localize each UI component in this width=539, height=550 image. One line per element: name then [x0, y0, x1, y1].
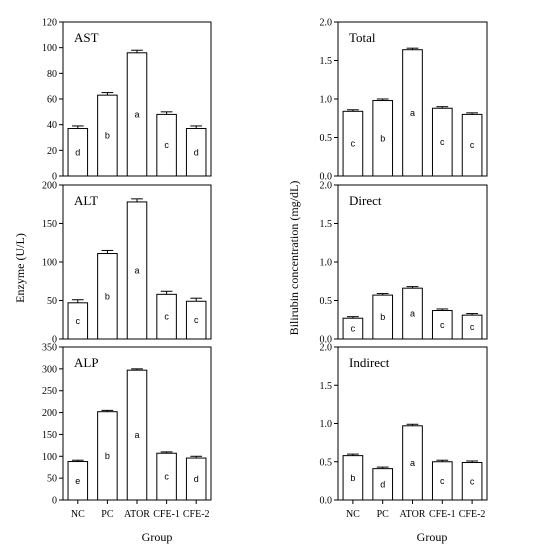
sig-label-direct-cfe-1: c: [440, 320, 445, 330]
y-tick-label: 20: [47, 146, 57, 157]
right-x-axis-label: Group: [417, 530, 448, 544]
panel-alt-title: ALT: [74, 193, 98, 208]
sig-label-ast-ator: a: [134, 109, 139, 119]
y-tick-label: 0.0: [320, 172, 333, 183]
panel-ast: AST 0 20 40 60 80 100 120 d b a c d: [42, 18, 212, 183]
y-tick-label: 100: [42, 452, 57, 463]
sig-label-direct-pc: b: [380, 312, 385, 322]
panel-direct-title: Direct: [349, 193, 382, 208]
y-tick-label: 0.5: [320, 296, 333, 307]
panel-total: Total 0.0 0.5 1.0 1.5 2.0 c b a c c: [320, 18, 488, 183]
y-tick-label: 200: [42, 408, 57, 419]
y-tick-label: 80: [47, 69, 57, 80]
y-tick-label: 100: [42, 43, 57, 54]
y-tick-label: 40: [47, 120, 57, 131]
sig-label-total-cfe-1: c: [440, 137, 445, 147]
y-tick-label: 2.0: [320, 181, 333, 192]
sig-label-alt-nc: c: [76, 316, 81, 326]
y-tick-label: 50: [47, 474, 57, 485]
y-tick-label: 0.0: [320, 335, 333, 346]
sig-label-ast-nc: d: [75, 147, 80, 157]
panel-alt: ALT 0 50 100 150 200 c b a c c: [42, 181, 212, 346]
sig-label-direct-ator: a: [410, 309, 415, 319]
y-tick-label: 0.5: [320, 457, 333, 468]
y-tick-label: 0: [52, 172, 57, 183]
y-tick-label: 2.0: [320, 18, 333, 29]
x-tick-label-cfe-1: CFE-1: [429, 509, 456, 520]
sig-label-total-ator: a: [410, 108, 415, 118]
x-tick-label-pc: PC: [101, 509, 114, 520]
panel-indirect: Indirect 0.0 0.5 1.0 1.5 2.0 b NC d PC a ATOR c CFE-1…: [320, 343, 488, 520]
left-x-axis-label: Group: [142, 530, 173, 544]
y-tick-label: 150: [42, 430, 57, 441]
sig-label-ast-pc: b: [105, 131, 110, 141]
y-tick-label: 0.5: [320, 133, 333, 144]
panel-alp: ALP 0 50 100 150 200 250 300 350 e NC b PC a ATOR c CFE-…: [42, 343, 212, 520]
sig-label-alt-ator: a: [134, 265, 139, 275]
panel-alp-title: ALP: [74, 355, 99, 370]
x-tick-label-nc: NC: [71, 509, 85, 520]
sig-label-direct-nc: c: [351, 324, 356, 334]
sig-label-alt-cfe-2: c: [194, 315, 199, 325]
panel-direct: Direct 0.0 0.5 1.0 1.5 2.0 c b a c c: [320, 181, 488, 346]
y-tick-label: 1.5: [320, 219, 333, 230]
panel-total-title: Total: [349, 30, 376, 45]
chart-panels: AST 0 20 40 60 80 100 120 d b a c d ALT 0 50 100 150 200 c b…: [42, 18, 488, 520]
left-y-axis-label: Enzyme (U/L): [13, 233, 27, 303]
sig-label-indirect-cfe-1: c: [440, 476, 445, 486]
y-tick-label: 350: [42, 343, 57, 354]
x-tick-label-ator: ATOR: [400, 509, 426, 520]
sig-label-direct-cfe-2: c: [470, 322, 475, 332]
sig-label-alp-cfe-1: c: [164, 472, 169, 482]
x-tick-label-cfe-1: CFE-1: [153, 509, 180, 520]
right-y-axis-label: Bilirubin concentration (mg/dL): [287, 181, 301, 336]
panel-indirect-title: Indirect: [349, 355, 390, 370]
y-tick-label: 1.5: [320, 56, 333, 67]
sig-label-indirect-cfe-2: c: [470, 476, 475, 486]
sig-label-ast-cfe-1: c: [164, 140, 169, 150]
sig-label-alp-nc: e: [75, 476, 80, 486]
sig-label-ast-cfe-2: d: [194, 147, 199, 157]
y-tick-label: 1.0: [320, 95, 333, 106]
y-tick-label: 300: [42, 364, 57, 375]
sig-label-alp-ator: a: [134, 430, 139, 440]
sig-label-alp-cfe-2: d: [194, 474, 199, 484]
y-tick-label: 1.0: [320, 419, 333, 430]
y-tick-label: 100: [42, 258, 57, 269]
y-tick-label: 250: [42, 386, 57, 397]
sig-label-total-nc: c: [351, 139, 356, 149]
sig-label-indirect-nc: b: [350, 473, 355, 483]
y-tick-label: 2.0: [320, 343, 333, 354]
y-tick-label: 50: [47, 296, 57, 307]
x-tick-label-ator: ATOR: [124, 509, 150, 520]
y-tick-label: 0.0: [320, 496, 333, 507]
y-tick-label: 0: [52, 335, 57, 346]
sig-label-alt-pc: b: [105, 291, 110, 301]
x-tick-label-nc: NC: [346, 509, 360, 520]
y-tick-label: 60: [47, 95, 57, 106]
y-tick-label: 150: [42, 219, 57, 230]
y-tick-label: 120: [42, 18, 57, 29]
x-tick-label-cfe-2: CFE-2: [183, 509, 210, 520]
panel-ast-title: AST: [74, 30, 99, 45]
sig-label-alp-pc: b: [105, 451, 110, 461]
x-tick-label-pc: PC: [377, 509, 390, 520]
sig-label-total-cfe-2: c: [470, 140, 475, 150]
y-tick-label: 1.0: [320, 258, 333, 269]
sig-label-indirect-pc: d: [380, 479, 385, 489]
sig-label-alt-cfe-1: c: [164, 312, 169, 322]
sig-label-indirect-ator: a: [410, 458, 415, 468]
sig-label-total-pc: b: [380, 133, 385, 143]
y-tick-label: 200: [42, 181, 57, 192]
y-tick-label: 1.5: [320, 381, 333, 392]
x-tick-label-cfe-2: CFE-2: [459, 509, 486, 520]
y-tick-label: 0: [52, 496, 57, 507]
